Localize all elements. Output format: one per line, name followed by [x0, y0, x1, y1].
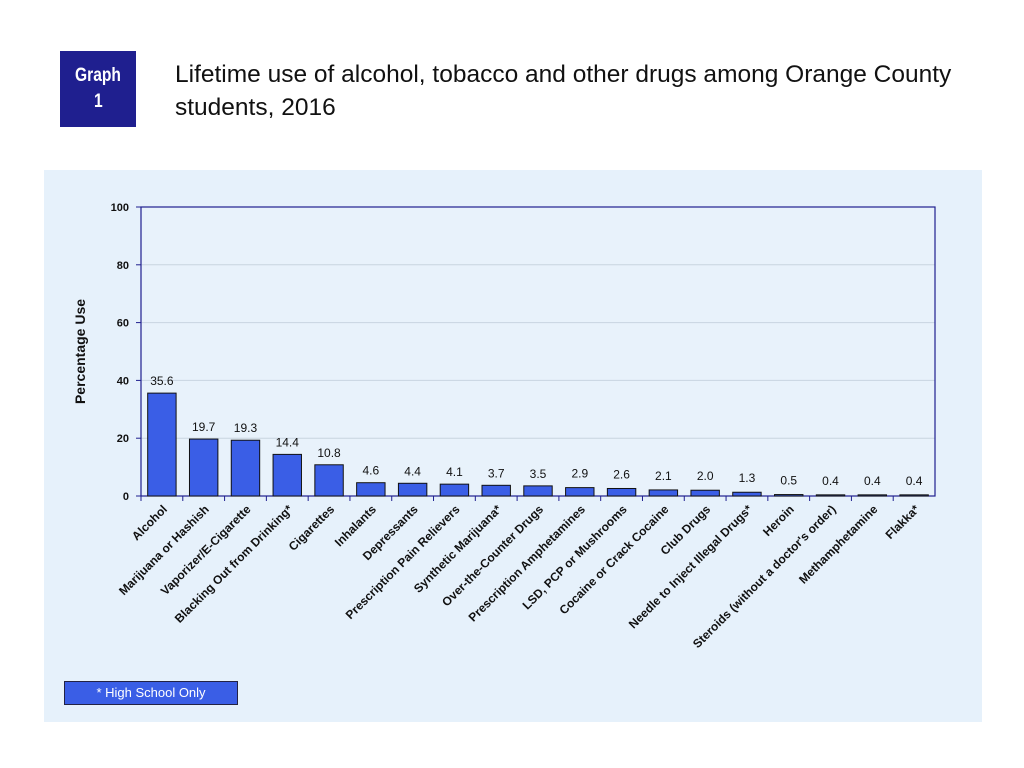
y-tick-label: 60	[117, 318, 129, 330]
bar	[565, 487, 595, 497]
bar	[899, 494, 929, 497]
bar-value-label: 0.5	[780, 474, 797, 488]
bar-value-label: 4.1	[446, 465, 463, 479]
bar-value-label: 2.1	[655, 469, 672, 483]
bar-value-label: 3.5	[530, 467, 547, 481]
bar-value-label: 2.9	[571, 467, 588, 481]
bar	[857, 494, 888, 497]
bar	[272, 453, 302, 497]
bar-value-label: 1.3	[739, 471, 756, 485]
bar	[648, 489, 679, 497]
bar-value-label: 10.8	[317, 446, 341, 460]
y-tick-label: 20	[117, 433, 129, 445]
graph-badge: Graph 1	[60, 51, 136, 127]
bar-value-label: 14.4	[276, 435, 300, 449]
bar	[147, 392, 177, 497]
x-category-label: Alcohol	[129, 502, 170, 543]
bar-value-label: 4.6	[362, 464, 379, 478]
footnote: * High School Only	[64, 681, 238, 705]
plot-area	[141, 207, 935, 496]
bar-value-label: 0.4	[822, 474, 839, 488]
bar	[815, 494, 846, 497]
x-category-label: Flakka*	[883, 502, 923, 542]
bar-value-label: 35.6	[150, 374, 174, 388]
bar	[439, 483, 470, 497]
x-category-label: Cigarettes	[286, 502, 338, 554]
y-tick-label: 40	[117, 375, 129, 387]
y-tick-label: 100	[111, 202, 129, 214]
bar-value-label: 0.4	[906, 474, 923, 488]
bar-value-label: 4.4	[404, 464, 421, 478]
bar	[314, 464, 344, 497]
bar	[481, 484, 511, 497]
bar	[606, 487, 637, 497]
bar-value-label: 0.4	[864, 474, 881, 488]
bar	[356, 482, 386, 497]
x-category-label: Heroin	[760, 502, 797, 539]
bar-value-label: 2.6	[613, 467, 630, 481]
page-title: Lifetime use of alcohol, tobacco and oth…	[175, 61, 952, 121]
bar	[230, 439, 261, 497]
y-axis-label: Percentage Use	[72, 299, 88, 404]
y-tick-label: 0	[123, 491, 129, 503]
bar-value-label: 3.7	[488, 466, 505, 480]
y-tick-label: 80	[117, 260, 129, 272]
graph-badge-number: 1	[93, 91, 103, 112]
bar-value-label: 19.7	[192, 420, 216, 434]
bar	[188, 438, 219, 497]
bar	[397, 482, 428, 497]
bar	[523, 485, 553, 497]
graph-badge-label: Graph	[75, 65, 121, 86]
x-category-label: Methamphetamine	[796, 502, 881, 587]
bar	[732, 491, 762, 497]
bar	[774, 494, 804, 497]
bar-value-label: 19.3	[234, 421, 258, 435]
bar	[690, 489, 720, 497]
bar-value-label: 2.0	[697, 469, 714, 483]
